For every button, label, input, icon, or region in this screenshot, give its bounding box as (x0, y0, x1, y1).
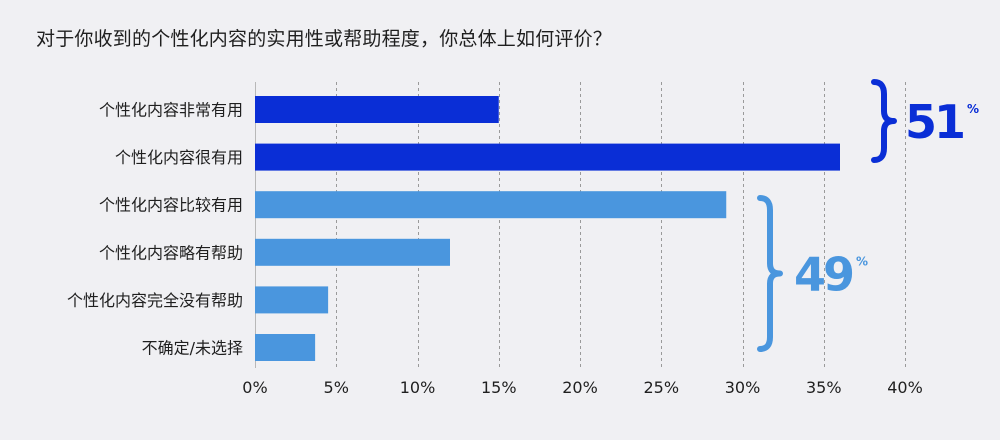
x-tick-label: 15% (481, 378, 517, 397)
category-label: 不确定/未选择 (142, 339, 243, 358)
chart-title: 对于你收到的个性化内容的实用性或帮助程度，你总体上如何评价？ (36, 28, 613, 50)
category-label: 个性化内容非常有用 (99, 101, 243, 120)
group-total-unit: % (967, 102, 979, 116)
category-label: 个性化内容比较有用 (99, 196, 243, 215)
x-tick-label: 0% (242, 378, 267, 397)
category-label: 个性化内容略有帮助 (99, 243, 243, 262)
x-tick-label: 10% (400, 378, 436, 397)
x-tick-label: 35% (806, 378, 842, 397)
x-tick-label: 30% (725, 378, 761, 397)
group-total-unit: % (856, 255, 868, 269)
bar-1 (255, 143, 840, 171)
bar-5 (255, 334, 316, 361)
x-tick-label: 25% (643, 378, 679, 397)
bar-4 (255, 286, 329, 314)
x-tick-label: 40% (887, 378, 923, 397)
x-tick-label: 5% (324, 378, 349, 397)
group-total: 51 (905, 95, 963, 149)
group-brace (757, 195, 783, 352)
group-brace (871, 79, 897, 163)
bar-0 (255, 96, 499, 123)
category-label: 个性化内容完全没有帮助 (67, 291, 243, 310)
bar-3 (255, 238, 450, 266)
bar-2 (255, 191, 727, 219)
category-label: 个性化内容很有用 (115, 148, 243, 167)
group-total: 49 (794, 248, 853, 302)
x-tick-label: 20% (562, 378, 598, 397)
